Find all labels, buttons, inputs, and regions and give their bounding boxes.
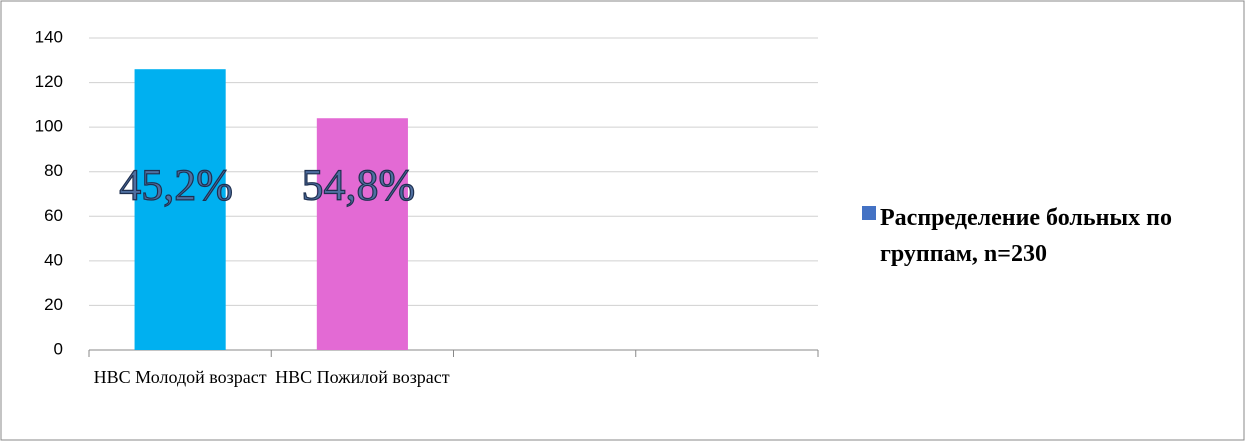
bar [316,118,408,350]
annotation: 54,8% [302,161,416,210]
legend-swatch [862,206,876,220]
y-tick-label: 20 [44,295,63,314]
legend-entry: Распределение больных по группам, n=230 [880,205,1172,267]
x-tick-label: НВС Молодой возраст [93,367,267,387]
bar [134,69,226,350]
annotation: 45,2% [119,161,233,210]
y-tick-label: 100 [35,117,63,136]
y-tick-label: 140 [35,27,63,46]
y-tick-label: 60 [44,206,63,225]
y-tick-label: 80 [44,161,63,180]
x-tick-label: НВС Пожилой возраст [275,367,450,387]
y-tick-label: 40 [44,250,63,269]
y-tick-label: 0 [54,339,63,358]
y-tick-label: 120 [35,72,63,91]
